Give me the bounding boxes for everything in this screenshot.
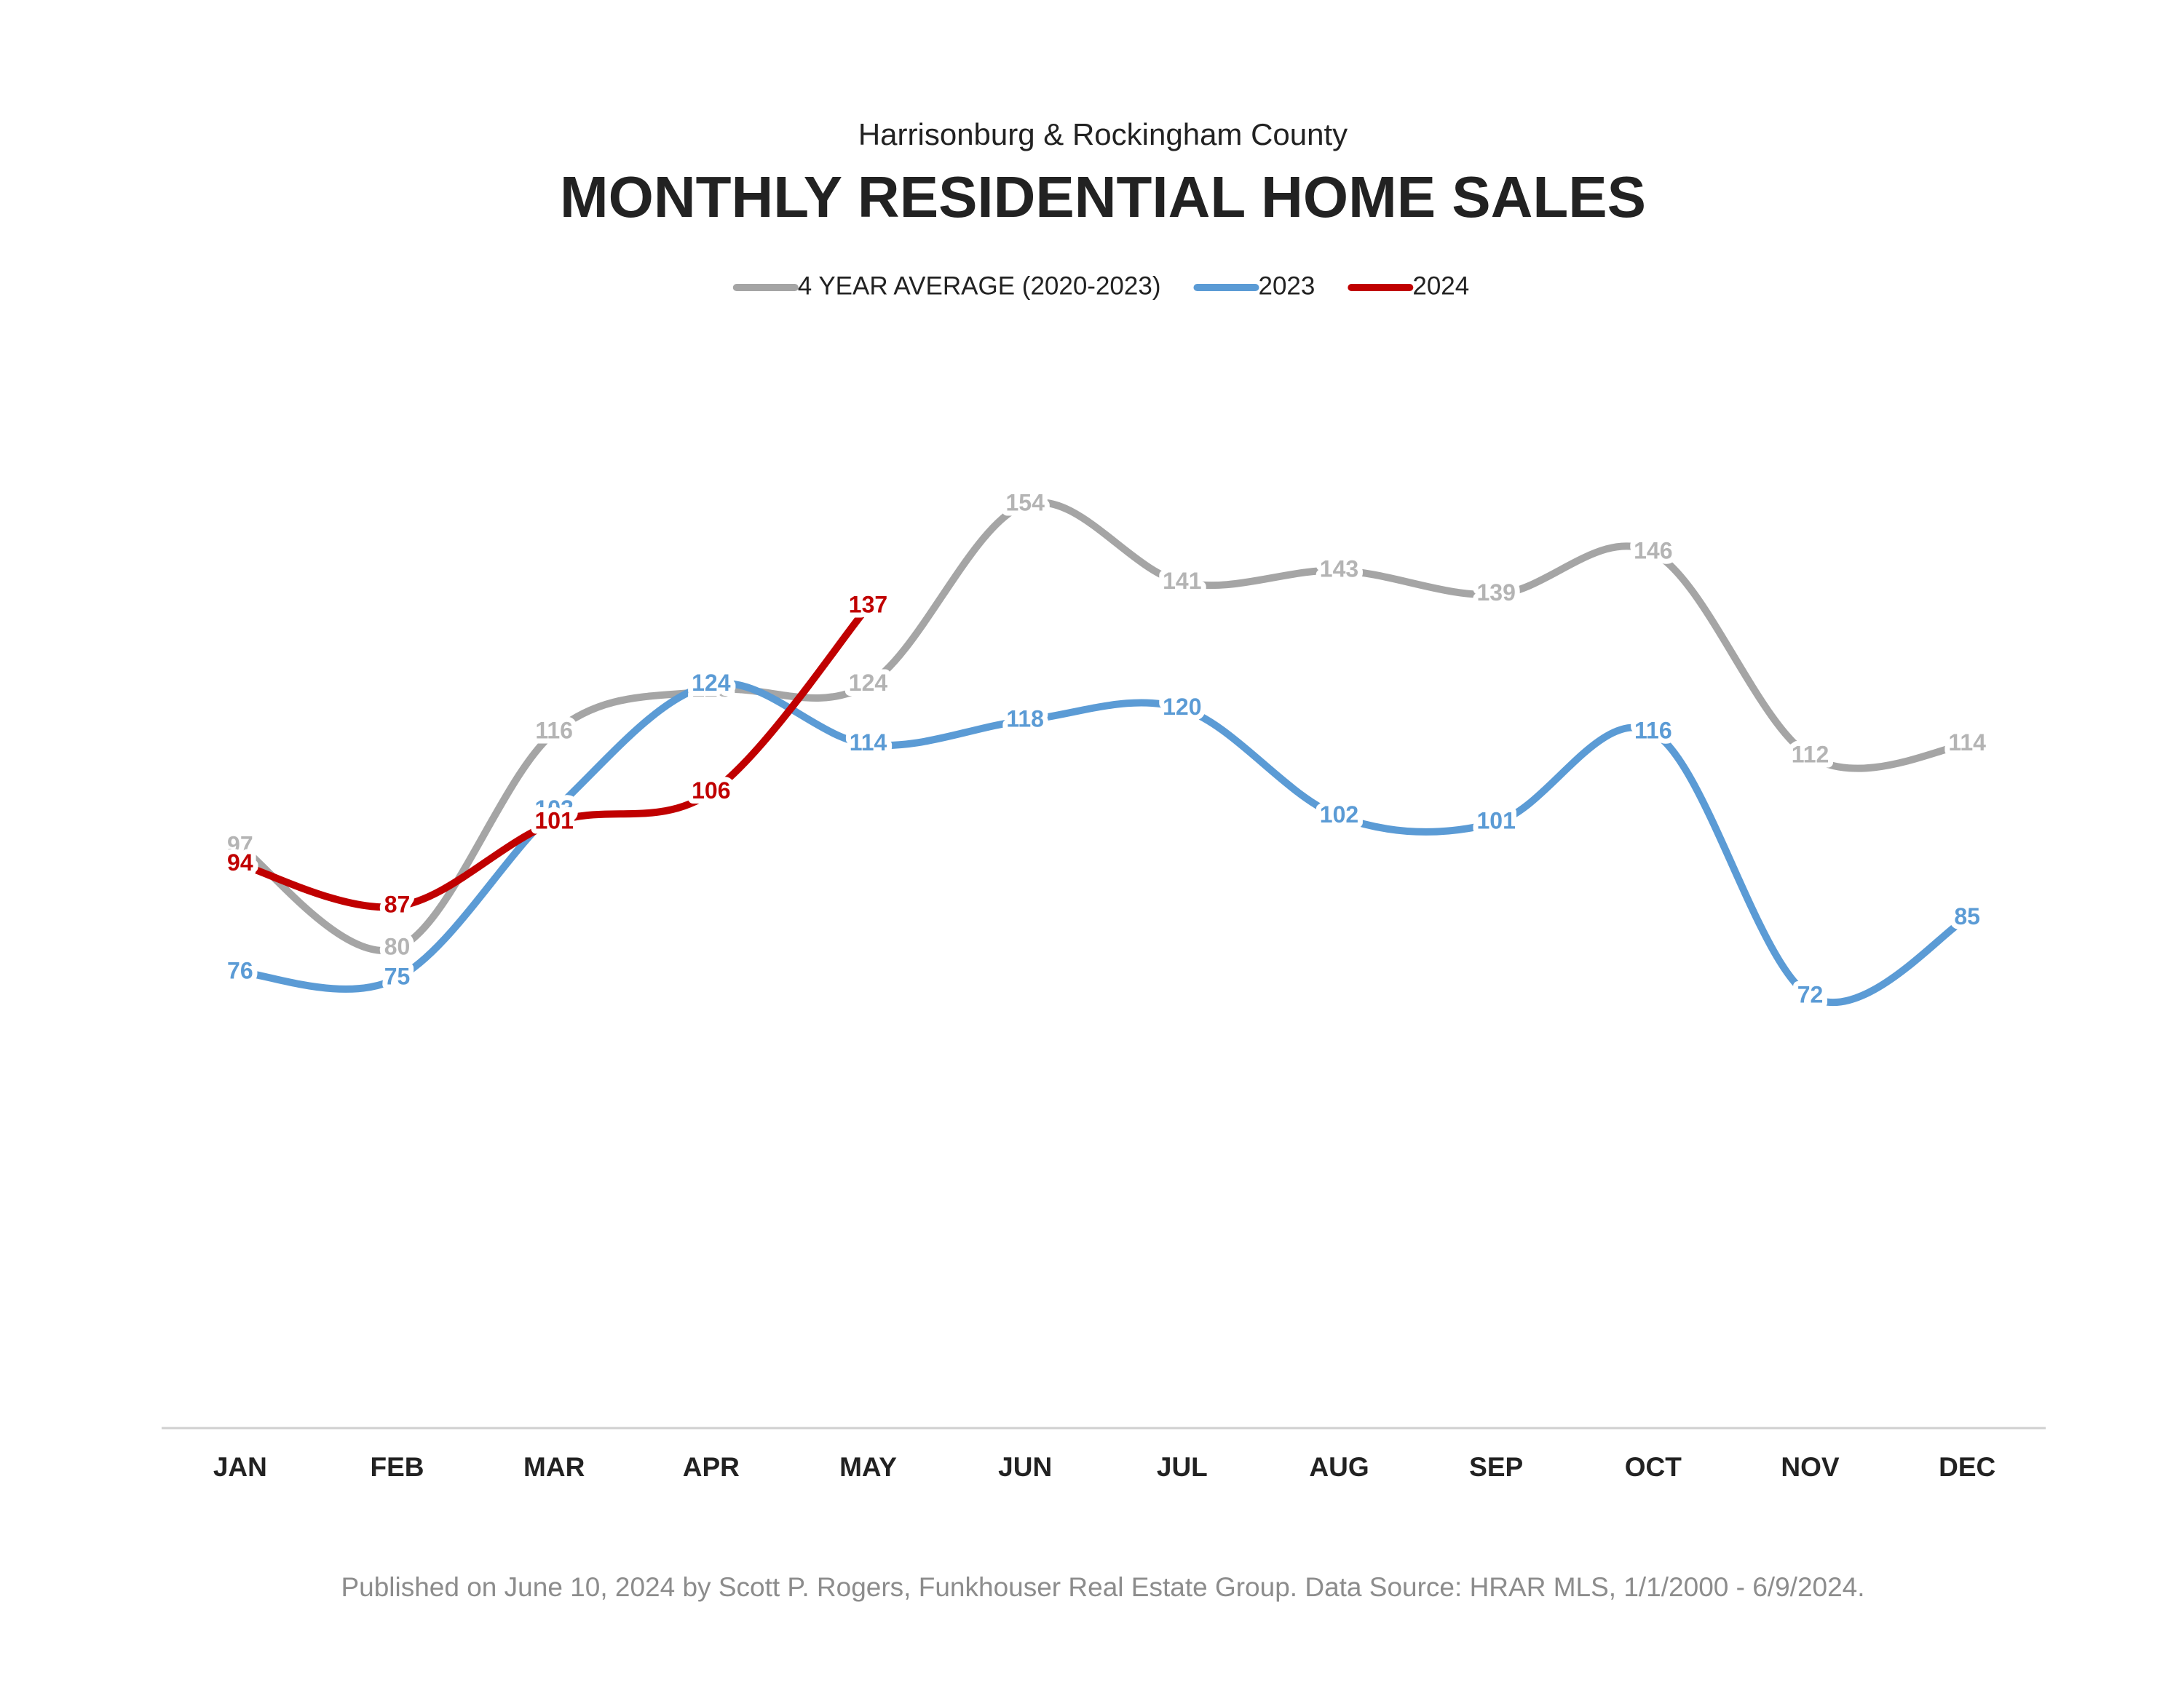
data-label: 97 — [227, 831, 253, 857]
data-label: 75 — [384, 964, 411, 990]
data-label: 120 — [1163, 694, 1201, 720]
series-line — [236, 603, 872, 911]
data-label: 114 — [1948, 729, 1986, 756]
x-tick-label: AUG — [1309, 1452, 1369, 1482]
series-line — [236, 679, 1971, 1006]
data-label: 85 — [1954, 903, 1980, 929]
data-label: 106 — [692, 777, 730, 804]
footnote: Published on June 10, 2024 by Scott P. R… — [341, 1572, 1864, 1602]
x-tick-label: APR — [683, 1452, 740, 1482]
x-tick-label: JUN — [998, 1452, 1052, 1482]
x-tick-label: SEP — [1469, 1452, 1523, 1482]
data-label: 103 — [534, 796, 573, 822]
x-tick-label: MAR — [523, 1452, 585, 1482]
data-label: 102 — [1320, 801, 1358, 828]
data-label: 118 — [1006, 705, 1044, 732]
x-tick-label: NOV — [1781, 1452, 1840, 1482]
data-label: 154 — [1005, 490, 1045, 516]
data-label: 87 — [384, 892, 411, 918]
data-label: 143 — [1320, 555, 1358, 582]
data-label: 101 — [1476, 807, 1515, 833]
legend-label: 2024 — [1412, 271, 1469, 300]
legend-label: 4 YEAR AVERAGE (2020-2023) — [798, 271, 1161, 300]
data-label: 114 — [850, 729, 887, 756]
data-label: 137 — [849, 592, 887, 618]
data-label: 76 — [227, 957, 253, 983]
data-label: 80 — [384, 933, 411, 959]
chart-subtitle: Harrisonburg & Rockingham County — [858, 117, 1348, 151]
data-label: 94 — [227, 849, 253, 876]
x-tick-label: DEC — [1939, 1452, 1995, 1482]
data-label: 146 — [1634, 538, 1672, 564]
data-label: 116 — [1634, 718, 1672, 744]
x-tick-label: FEB — [371, 1452, 424, 1482]
x-tick-label: JAN — [213, 1452, 267, 1482]
series-line — [236, 499, 1971, 954]
legend-label: 2023 — [1258, 271, 1315, 300]
x-tick-label: MAY — [839, 1452, 897, 1482]
data-label: 124 — [692, 670, 731, 696]
data-label: 139 — [1476, 579, 1515, 606]
data-label: 123 — [692, 675, 730, 702]
data-label: 72 — [1797, 981, 1824, 1007]
data-label: 116 — [535, 718, 573, 744]
chart-title: MONTHLY RESIDENTIAL HOME SALES — [560, 164, 1646, 229]
x-tick-label: JUL — [1157, 1452, 1208, 1482]
legend: 4 YEAR AVERAGE (2020-2023) 2023 2024 — [732, 271, 1469, 300]
x-tick-label: OCT — [1625, 1452, 1682, 1482]
data-label: 112 — [1792, 742, 1829, 768]
data-label: 141 — [1163, 568, 1201, 594]
data-label: 101 — [534, 807, 573, 833]
data-label: 124 — [849, 670, 888, 696]
